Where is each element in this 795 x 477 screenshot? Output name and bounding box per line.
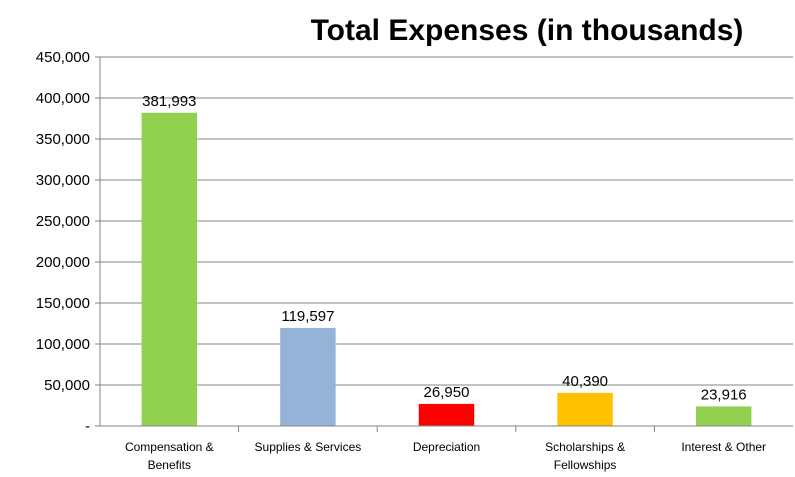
bars bbox=[141, 112, 752, 426]
bar bbox=[141, 112, 198, 426]
x-category-label: Fellowships bbox=[554, 458, 617, 472]
y-tick-label: 450,000 bbox=[36, 49, 90, 66]
chart-title: Total Expenses (in thousands) bbox=[311, 14, 744, 47]
x-category-label: Supplies & Services bbox=[255, 440, 362, 454]
bar bbox=[418, 403, 475, 426]
y-tick-label: 200,000 bbox=[36, 254, 90, 271]
data-label: 119,597 bbox=[281, 308, 334, 325]
bar bbox=[695, 406, 752, 426]
bar bbox=[557, 392, 613, 426]
x-category-label: Compensation & bbox=[125, 440, 214, 454]
x-category-label: Depreciation bbox=[413, 440, 480, 454]
y-tick-label: 50,000 bbox=[44, 377, 90, 394]
y-tick-label: 100,000 bbox=[36, 336, 90, 353]
x-category-label: Interest & Other bbox=[681, 440, 766, 454]
y-tick-label: 300,000 bbox=[36, 172, 90, 189]
y-tick-label: 400,000 bbox=[36, 90, 90, 107]
y-tick-label: - bbox=[85, 418, 90, 435]
bar bbox=[280, 327, 336, 426]
y-tick-label: 350,000 bbox=[36, 131, 90, 148]
x-category-label: Scholarships & bbox=[545, 440, 625, 454]
data-label: 23,916 bbox=[701, 386, 747, 403]
y-tick-label: 250,000 bbox=[36, 213, 90, 230]
data-labels: 381,993 119,597 26,950 40,390 23,916 bbox=[142, 93, 746, 404]
data-label: 40,390 bbox=[562, 373, 608, 390]
gridlines bbox=[95, 56, 793, 432]
y-axis-ticks: - 50,000 100,000 150,000 200,000 250,000 300,0… bbox=[36, 49, 90, 435]
x-axis-categories: Compensation & Benefits Supplies & Service… bbox=[125, 440, 766, 472]
y-tick-label: 150,000 bbox=[36, 295, 90, 312]
data-label: 381,993 bbox=[142, 93, 196, 110]
data-label: 26,950 bbox=[424, 384, 470, 401]
x-category-label: Benefits bbox=[148, 458, 191, 472]
